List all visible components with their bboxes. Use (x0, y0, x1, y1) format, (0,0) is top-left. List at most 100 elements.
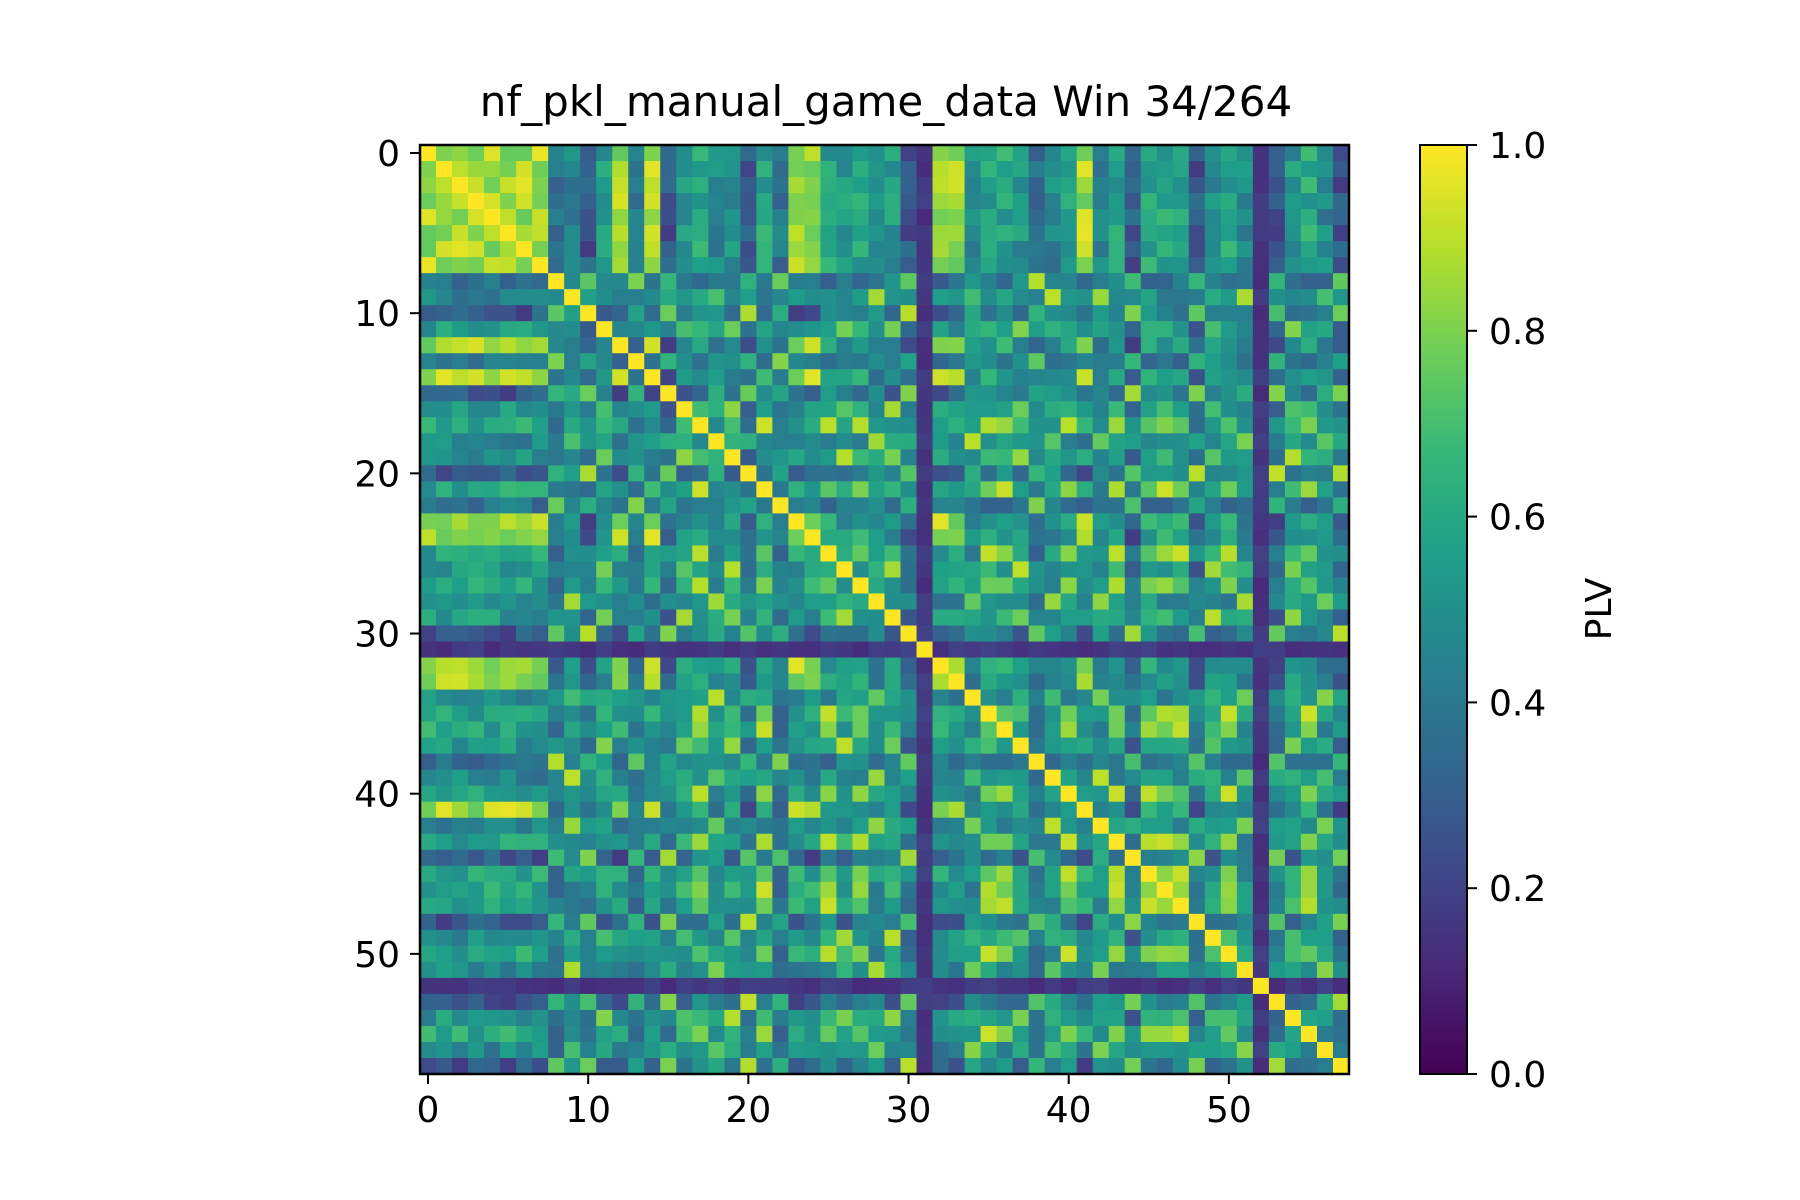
heatmap-cell (804, 353, 822, 370)
heatmap-cell (548, 145, 565, 162)
heatmap-cell (692, 497, 709, 514)
heatmap-cell (1284, 753, 1302, 771)
heatmap-cell (1220, 257, 1238, 274)
heatmap-cell (692, 545, 709, 563)
heatmap-cell (756, 753, 773, 771)
heatmap-cell (500, 385, 517, 402)
heatmap-cell (1140, 769, 1158, 787)
heatmap-cell (820, 209, 838, 226)
heatmap-cell (1284, 433, 1302, 450)
heatmap-cell (868, 481, 886, 498)
heatmap-cell (660, 369, 677, 386)
heatmap-cell (788, 1057, 806, 1075)
heatmap-cell (1268, 657, 1286, 675)
heatmap-cell (644, 529, 661, 547)
heatmap-cell (580, 353, 597, 370)
heatmap-cell (836, 145, 854, 162)
heatmap-cell (996, 449, 1014, 466)
heatmap-cell (644, 193, 661, 210)
heatmap-cell (1028, 193, 1046, 210)
heatmap-cell (1124, 641, 1142, 659)
heatmap-cell (980, 561, 998, 579)
heatmap-cell (964, 545, 982, 563)
heatmap-cell (1124, 993, 1142, 1011)
heatmap-cell (1252, 641, 1270, 659)
heatmap-cell (1284, 689, 1302, 707)
heatmap-cell (676, 321, 693, 338)
heatmap-cell (1204, 1009, 1222, 1027)
heatmap-cell (1268, 785, 1286, 803)
heatmap-cell (1028, 865, 1046, 883)
heatmap-cell (1012, 545, 1030, 563)
heatmap-cell (1092, 449, 1110, 466)
heatmap-cell (1284, 1057, 1302, 1075)
heatmap-cell (884, 193, 902, 210)
heatmap-cell (484, 897, 501, 915)
heatmap-cell (724, 673, 741, 691)
heatmap-cell (900, 609, 918, 627)
heatmap-cell (452, 305, 469, 322)
heatmap-cell (564, 881, 581, 899)
heatmap-cell (436, 881, 453, 899)
heatmap-cell (1044, 161, 1062, 178)
heatmap-cell (1156, 497, 1174, 514)
heatmap-cell (740, 977, 757, 995)
heatmap-cell (948, 1009, 966, 1027)
heatmap-cell (1028, 497, 1046, 514)
heatmap-cell (948, 177, 966, 194)
heatmap-cell (452, 449, 469, 466)
heatmap-cell (1172, 209, 1190, 226)
heatmap-cell (1220, 977, 1238, 995)
heatmap-cell (532, 145, 549, 162)
heatmap-cell (1252, 737, 1270, 755)
heatmap-cell (1092, 1041, 1110, 1059)
heatmap-cell (484, 225, 501, 242)
heatmap-cell (644, 225, 661, 242)
heatmap-cell (1140, 225, 1158, 242)
heatmap-cell (612, 577, 629, 595)
heatmap-cell (868, 1057, 886, 1075)
heatmap-cell (1284, 593, 1302, 611)
heatmap-cell (740, 1057, 757, 1075)
heatmap-cell (820, 705, 838, 723)
heatmap-cell (1236, 833, 1254, 851)
heatmap-cell (1092, 657, 1110, 675)
heatmap-cell (1140, 465, 1158, 482)
heatmap-cell (500, 529, 517, 547)
heatmap-cell (516, 577, 533, 595)
heatmap-cell (1316, 753, 1334, 771)
heatmap-cell (772, 545, 789, 563)
heatmap-cell (1332, 417, 1350, 434)
heatmap-cell (1124, 705, 1142, 723)
heatmap-cell (1332, 369, 1350, 386)
heatmap-cell (724, 737, 741, 755)
heatmap-cell (1204, 849, 1222, 867)
heatmap-cell (820, 801, 838, 819)
heatmap-cell (676, 737, 693, 755)
heatmap-cell (596, 545, 613, 563)
heatmap-cell (820, 865, 838, 883)
heatmap-cell (708, 593, 725, 611)
heatmap-cell (660, 417, 677, 434)
heatmap-cell (1284, 881, 1302, 899)
heatmap-cell (580, 1041, 597, 1059)
heatmap-cell (1028, 305, 1046, 322)
heatmap-cell (1108, 609, 1126, 627)
heatmap-cell (1204, 337, 1222, 354)
heatmap-cell (964, 577, 982, 595)
heatmap-cell (996, 305, 1014, 322)
heatmap-cell (1188, 801, 1206, 819)
heatmap-cell (452, 529, 469, 547)
heatmap-cell (1252, 977, 1270, 995)
heatmap-cell (1124, 673, 1142, 691)
heatmap-cell (1316, 1025, 1334, 1043)
heatmap-cell (612, 657, 629, 675)
heatmap-cell (1188, 241, 1206, 258)
heatmap-cell (612, 945, 629, 963)
heatmap-cell (948, 753, 966, 771)
heatmap-cell (1044, 657, 1062, 675)
heatmap-cell (452, 1041, 469, 1059)
heatmap-cell (1076, 833, 1094, 851)
heatmap-cell (932, 193, 950, 210)
heatmap-cell (1268, 577, 1286, 595)
